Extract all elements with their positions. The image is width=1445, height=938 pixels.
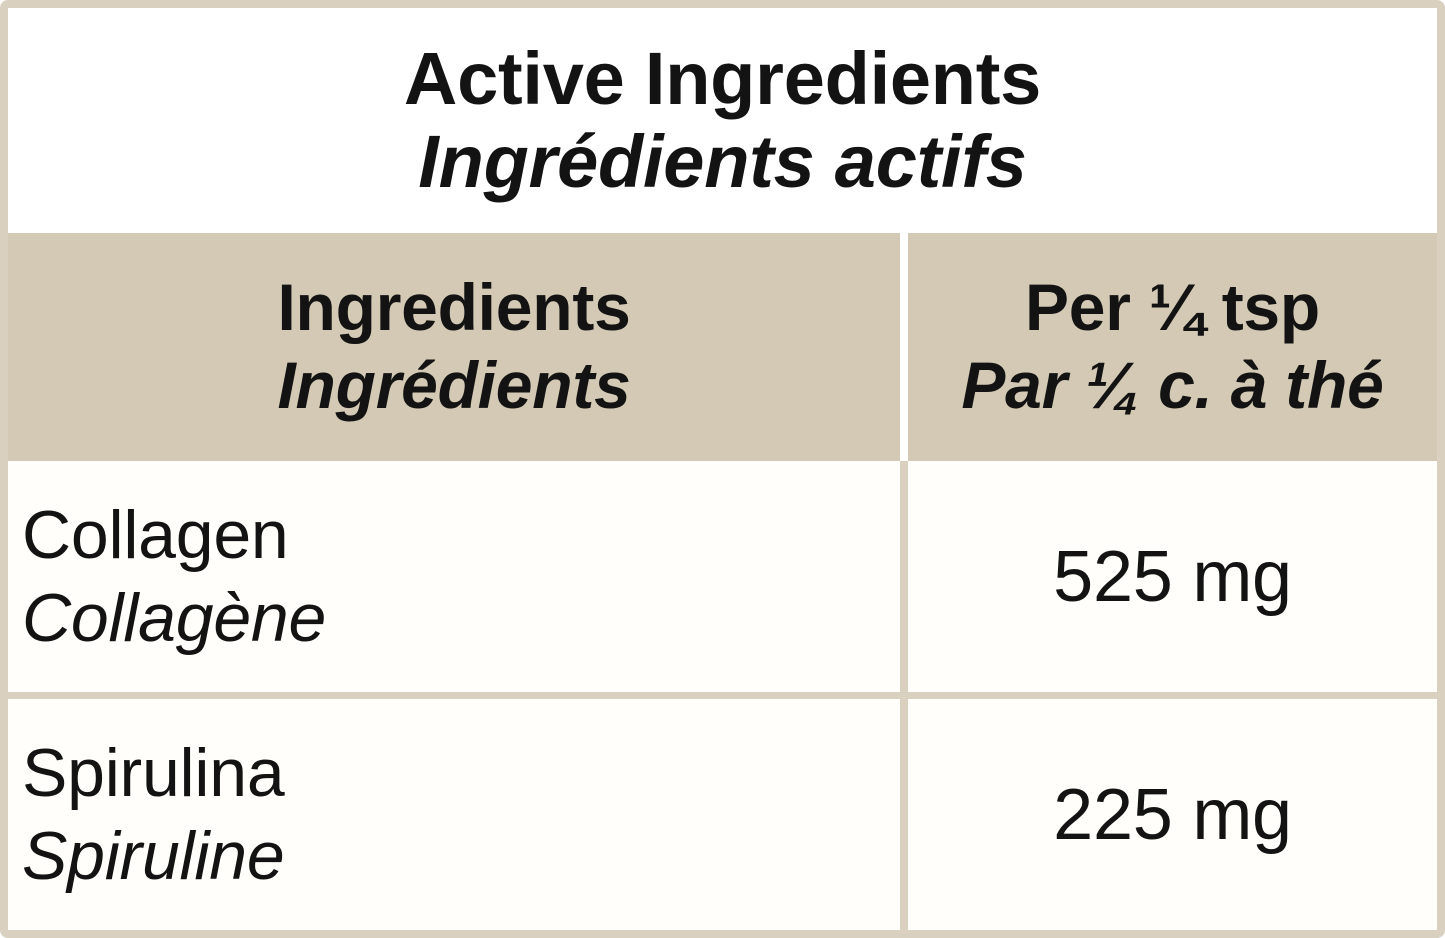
body-column-divider [900, 461, 908, 692]
header-column-divider [900, 233, 908, 461]
table-title-fr: Ingrédients actifs [418, 119, 1027, 203]
row-divider [8, 692, 1437, 699]
ingredient-amount-cell: 525 mg [908, 461, 1437, 692]
ingredient-name-cell: Spirulina Spiruline [8, 699, 900, 930]
header-cell-per-serving: Per ¼ tsp Par ¼ c. à thé [908, 233, 1437, 461]
table-title: Active Ingredients Ingrédients actifs [8, 8, 1437, 233]
ingredient-amount: 225 mg [1053, 774, 1292, 855]
ingredient-amount: 525 mg [1053, 536, 1292, 617]
table-header-row: Ingredients Ingrédients Per ¼ tsp Par ¼ … [8, 233, 1437, 461]
ingredient-name-fr: Spiruline [22, 817, 285, 894]
table-row-spirulina: Spirulina Spiruline 225 mg [8, 699, 1437, 930]
ingredient-name-en: Spirulina [22, 734, 285, 811]
ingredient-amount-cell: 225 mg [908, 699, 1437, 930]
ingredient-name-en: Collagen [22, 496, 289, 573]
table-title-en: Active Ingredients [403, 36, 1042, 120]
header-cell-ingredients: Ingredients Ingrédients [8, 233, 900, 461]
header-ingredients-en: Ingredients [277, 270, 631, 345]
ingredient-name-cell: Collagen Collagène [8, 461, 900, 692]
body-column-divider [900, 699, 908, 930]
ingredient-name-fr: Collagène [22, 579, 327, 656]
table-row-collagen: Collagen Collagène 525 mg [8, 461, 1437, 692]
header-per-serving-fr: Par ¼ c. à thé [961, 348, 1384, 422]
header-ingredients-fr: Ingrédients [277, 348, 631, 422]
header-per-serving-en: Per ¼ tsp [1025, 270, 1320, 345]
